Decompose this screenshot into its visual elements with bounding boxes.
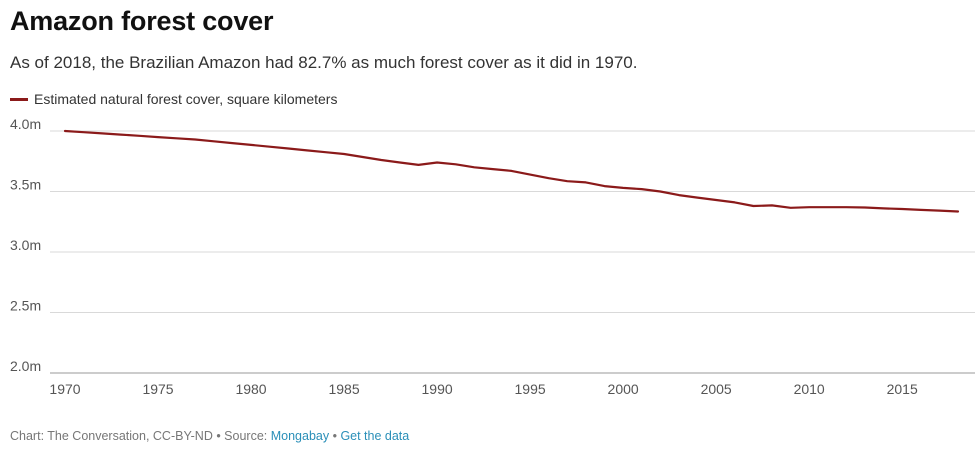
series-line [63,129,960,213]
x-tick-label: 1995 [515,381,546,397]
footer-separator: • [329,429,341,443]
y-tick-label: 3.0m [10,237,41,253]
y-tick-label: 4.0m [10,116,41,132]
legend-swatch [10,97,28,101]
y-tick-label: 2.5m [10,298,41,314]
x-tick-label: 1970 [49,381,80,397]
x-tick-label: 2005 [701,381,732,397]
source-link[interactable]: Mongabay [270,429,330,443]
chart-subtitle: As of 2018, the Brazilian Amazon had 82.… [10,53,638,72]
x-tick-label: 1980 [235,381,266,397]
y-tick-label: 2.0m [10,358,41,374]
chart-footer: Chart: The Conversation, CC-BY-ND • Sour… [10,429,409,443]
chart-title: Amazon forest cover [10,6,274,36]
footer-credit: Chart: The Conversation, CC-BY-ND • Sour… [10,429,271,443]
legend: Estimated natural forest cover, square k… [10,91,337,107]
legend-label: Estimated natural forest cover, square k… [34,91,338,107]
x-tick-label: 2000 [608,381,639,397]
x-tick-label: 1975 [142,381,173,397]
x-tick-label: 1985 [328,381,359,397]
x-tick-label: 1990 [422,381,453,397]
x-tick-label: 2010 [794,381,825,397]
x-tick-label: 2015 [887,381,918,397]
get-the-data-link[interactable]: Get the data [340,429,410,443]
y-tick-label: 3.5m [10,177,41,193]
